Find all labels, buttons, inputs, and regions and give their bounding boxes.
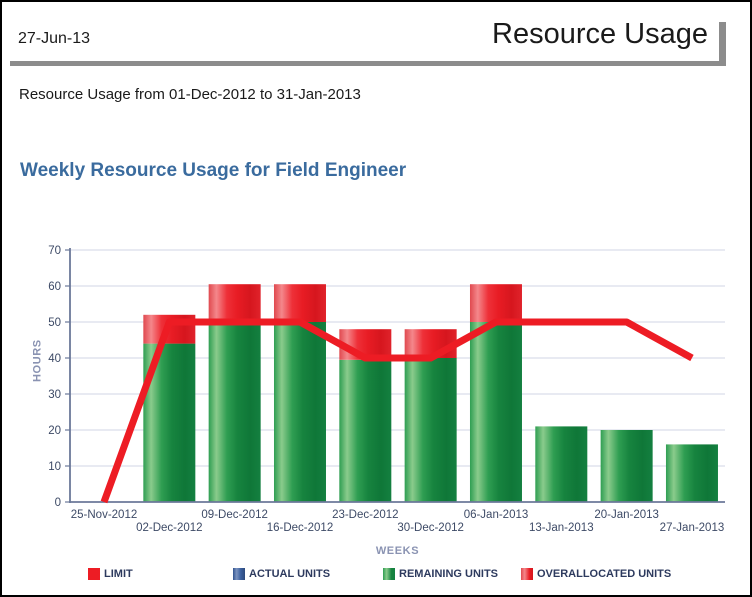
x-axis-label: WEEKS (375, 545, 420, 557)
remaining-bar (208, 323, 261, 502)
limit-line (100, 318, 694, 504)
legend-item-remaining: REMAINING UNITS (383, 568, 498, 580)
chart-legend: LIMIT ACTUAL UNITS REMAINING UNITS OVERALLO… (2, 568, 750, 584)
legend-item-limit: LIMIT (88, 568, 133, 580)
xtick-label: 20-Jan-2013 (594, 509, 659, 521)
report-date: 27-Jun-13 (18, 30, 91, 47)
remaining-bar (339, 359, 392, 502)
overallocated-bar (469, 284, 522, 322)
legend-label: OVERALLOCATED UNITS (537, 568, 672, 580)
chart-axes (65, 248, 725, 503)
xtick-label: 25-Nov-2012 (71, 509, 137, 521)
xtick-label: 23-Dec-2012 (332, 509, 398, 521)
xtick-label: 02-Dec-2012 (136, 522, 202, 534)
report-title: Resource Usage (492, 18, 708, 50)
overallocated-bar (404, 329, 457, 358)
legend-item-actual: ACTUAL UNITS (233, 568, 330, 580)
xtick-label: 09-Dec-2012 (201, 509, 267, 521)
overallocated-bar (273, 284, 326, 322)
legend-label: LIMIT (104, 568, 133, 580)
report-subtitle: Resource Usage from 01-Dec-2012 to 31-Ja… (19, 86, 361, 103)
legend-item-over: OVERALLOCATED UNITS (521, 568, 671, 580)
remaining-bar (404, 358, 457, 502)
limit-polyline (100, 318, 694, 504)
xtick-label: 13-Jan-2013 (529, 522, 594, 534)
ytick-label-0: 0 (55, 497, 61, 509)
remaining-bar (665, 444, 718, 502)
chart-tick-labels: 0 10 20 30 40 50 60 70 25-Nov-201202-Dec-201209-… (48, 245, 724, 534)
xtick-label: 16-Dec-2012 (267, 522, 333, 534)
legend-label: REMAINING UNITS (399, 568, 498, 580)
y-axis-label: HOURS (31, 339, 44, 382)
limit-swatch-icon (88, 568, 100, 580)
ytick-label-10: 10 (48, 461, 61, 473)
remaining-swatch-icon (383, 568, 395, 580)
xtick-label: 06-Jan-2013 (464, 509, 529, 521)
header-accent-bar (719, 22, 726, 66)
chart-bars (143, 284, 718, 502)
ytick-label-30: 30 (48, 389, 61, 401)
ytick-label-40: 40 (48, 353, 61, 365)
ytick-label-20: 20 (48, 425, 61, 437)
xtick-label: 27-Jan-2013 (660, 522, 725, 534)
over-swatch-icon (521, 568, 533, 580)
xtick-label: 30-Dec-2012 (397, 522, 463, 534)
legend-label: ACTUAL UNITS (249, 568, 331, 580)
ytick-label-60: 60 (48, 281, 61, 293)
remaining-bar (535, 426, 588, 502)
ytick-label-70: 70 (48, 245, 61, 257)
chart-title: Weekly Resource Usage for Field Engineer (20, 160, 407, 181)
actual-swatch-icon (233, 568, 245, 580)
remaining-bar (600, 430, 653, 502)
header-divider (10, 61, 726, 66)
remaining-bar (273, 322, 326, 502)
overallocated-bar (208, 284, 261, 324)
ytick-label-50: 50 (48, 317, 61, 329)
remaining-bar (469, 322, 522, 502)
